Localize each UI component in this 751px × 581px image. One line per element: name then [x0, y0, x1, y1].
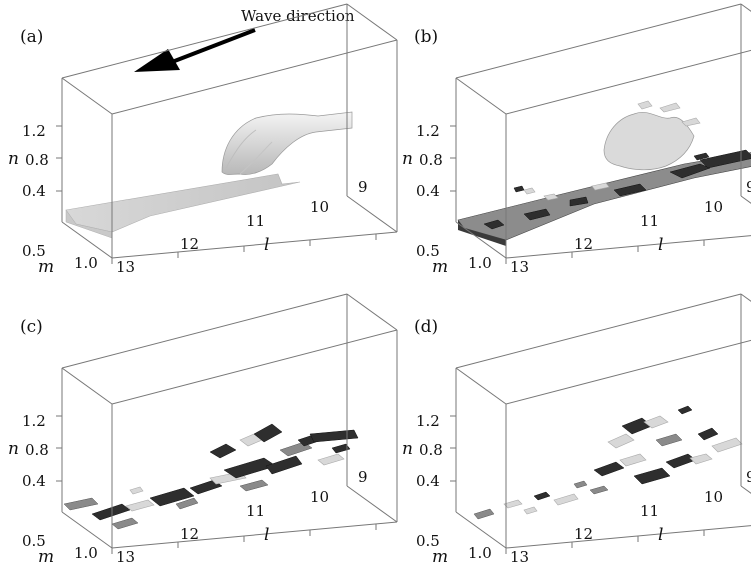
tick-m-0-5: 0.5: [416, 532, 440, 550]
wave-direction-arrow-head: [134, 49, 180, 72]
axis-label-n: n: [8, 439, 19, 459]
axis-label-l: l: [264, 525, 269, 545]
film-fragment: [569, 196, 589, 207]
spray-droplet: [591, 182, 610, 191]
axis-labels: 1.2 n 0.8 0.4 0.5 m 1.0 13 12 11 l 10 9: [8, 122, 368, 277]
wave-direction-indicator: Wave direction: [134, 7, 355, 72]
spray-droplet: [513, 185, 525, 193]
tick-l-12: 12: [180, 525, 199, 543]
wave-direction-arrow-shaft: [171, 28, 256, 64]
axis-label-n: n: [402, 439, 413, 459]
tick-l-12: 12: [574, 525, 593, 543]
wave-crest-broken: [603, 112, 695, 171]
axis-label-m: m: [432, 257, 448, 277]
tick-n-0-4: 0.4: [22, 182, 46, 200]
film-front-edge: [458, 220, 506, 246]
tick-l-13: 13: [510, 258, 529, 276]
film-fragment: [523, 208, 551, 221]
film-fragment: [669, 163, 711, 179]
tick-l-10: 10: [310, 198, 329, 216]
spray-droplet: [543, 193, 559, 201]
tick-l-13: 13: [510, 548, 529, 566]
axis-label-m: m: [432, 547, 448, 567]
film-fragment: [699, 149, 751, 169]
tick-l-13: 13: [116, 258, 135, 276]
tick-l-13: 13: [116, 548, 135, 566]
axis-label-l: l: [658, 525, 663, 545]
panel-d: (d) 1.2 n 0.8 0.4: [402, 293, 751, 567]
tick-n-0-4: 0.4: [416, 472, 440, 490]
tick-m-0-5: 0.5: [22, 242, 46, 260]
tick-n-1-2: 1.2: [416, 412, 440, 430]
tick-n-1-2: 1.2: [22, 412, 46, 430]
tick-n-0-8: 0.8: [419, 151, 443, 169]
wave-crest-shading: [239, 141, 273, 175]
tick-n-0-8: 0.8: [25, 441, 49, 459]
tick-l-9: 9: [746, 178, 751, 196]
film-fragment: [613, 183, 647, 197]
axis-labels: 1.2 n 0.8 0.4 0.5 m 1.0 13 12 11 l 10 9: [402, 122, 751, 277]
tick-l-9: 9: [358, 178, 368, 196]
tick-l-12: 12: [180, 235, 199, 253]
axis-label-n: n: [402, 149, 413, 169]
axes-box: [449, 293, 751, 555]
tick-l-11: 11: [246, 502, 265, 520]
tick-l-9: 9: [358, 468, 368, 486]
tick-m-1-0: 1.0: [468, 254, 492, 272]
tick-l-10: 10: [704, 488, 723, 506]
tick-n-0-4: 0.4: [22, 472, 46, 490]
tick-m-1-0: 1.0: [74, 254, 98, 272]
tick-m-1-0: 1.0: [74, 544, 98, 562]
axis-label-n: n: [8, 149, 19, 169]
tick-n-0-4: 0.4: [416, 182, 440, 200]
spray-droplet: [659, 102, 681, 113]
axis-label-l: l: [264, 235, 269, 255]
wave-direction-caption: Wave direction: [241, 7, 355, 25]
tick-n-0-8: 0.8: [419, 441, 443, 459]
tick-l-10: 10: [310, 488, 329, 506]
panel-c: (c) 1.2 n 0.8 0.: [8, 293, 398, 567]
panel-label-a: (a): [20, 27, 43, 47]
spray-droplet: [637, 100, 653, 110]
spray-droplet: [523, 187, 536, 195]
tick-n-1-2: 1.2: [416, 122, 440, 140]
tick-m-0-5: 0.5: [416, 242, 440, 260]
tick-l-11: 11: [640, 502, 659, 520]
tick-n-0-8: 0.8: [25, 151, 49, 169]
tick-l-9: 9: [746, 468, 751, 486]
turbulent-structures: [63, 423, 359, 530]
film-fragment: [483, 219, 505, 230]
turbulent-structures: [473, 405, 743, 520]
wave-crest-shading: [225, 129, 257, 169]
panel-a: (a) 1.2 n 0.8 0.4 0.5 m 1.0 13 12 11 l 1…: [8, 3, 398, 277]
tick-m-1-0: 1.0: [468, 544, 492, 562]
tick-l-11: 11: [246, 212, 265, 230]
panel-label-b: (b): [414, 27, 438, 47]
axis-labels: 1.2 n 0.8 0.4 0.5 m 1.0 13 12 11 l 10 9: [8, 412, 368, 567]
panel-b: (b) 1.2 n 0.8 0.4 0.5 m 1.0 13 12 1: [402, 3, 751, 277]
tick-l-11: 11: [640, 212, 659, 230]
spray-droplet: [693, 152, 710, 161]
panel-label-c: (c): [20, 317, 43, 337]
axis-label-m: m: [38, 257, 54, 277]
wave-crest: [221, 111, 353, 175]
axis-label-l: l: [658, 235, 663, 255]
tick-m-0-5: 0.5: [22, 532, 46, 550]
tick-n-1-2: 1.2: [22, 122, 46, 140]
tick-l-12: 12: [574, 235, 593, 253]
spray-droplet: [681, 117, 701, 127]
tick-l-10: 10: [704, 198, 723, 216]
panel-label-d: (d): [414, 317, 438, 337]
axis-labels: 1.2 n 0.8 0.4 0.5 m 1.0 13 12 11 l 10 9: [402, 412, 751, 567]
axis-label-m: m: [38, 547, 54, 567]
